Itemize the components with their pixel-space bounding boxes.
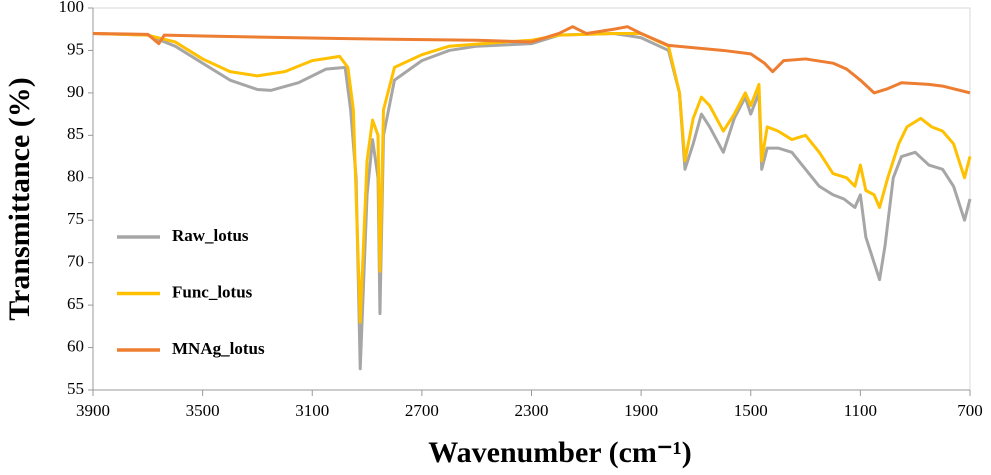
x-tick-label: 2700	[405, 401, 439, 420]
y-tick-label: 75	[67, 209, 84, 228]
series-line	[92, 31, 972, 371]
legend-label: Raw_lotus	[172, 226, 249, 245]
x-axis-title: Wavenumber (cm⁻¹)	[428, 436, 691, 469]
legend-label: Func_lotus	[172, 282, 253, 301]
x-tick-label: 3100	[295, 401, 329, 420]
series-line	[92, 25, 971, 95]
legend-label: MNAg_lotus	[172, 339, 265, 358]
x-tick-label: 700	[957, 401, 983, 420]
x-tick-label: 3500	[186, 401, 220, 420]
y-tick-label: 80	[67, 167, 84, 186]
y-tick-label: 70	[67, 252, 84, 271]
y-tick-label: 85	[67, 124, 84, 143]
y-axis-title: Transmittance (%)	[3, 77, 36, 321]
x-tick-label: 2300	[515, 401, 549, 420]
x-tick-label: 1500	[734, 401, 768, 420]
y-tick-label: 90	[67, 82, 84, 101]
y-tick-label: 100	[59, 0, 85, 16]
y-tick-label: 95	[67, 39, 84, 58]
x-tick-label: 3900	[76, 401, 110, 420]
y-tick-label: 65	[67, 294, 84, 313]
x-tick-label: 1100	[844, 401, 877, 420]
y-tick-label: 60	[67, 336, 84, 355]
series-line	[92, 31, 972, 324]
y-tick-label: 55	[67, 379, 84, 398]
x-tick-label: 1900	[624, 401, 658, 420]
